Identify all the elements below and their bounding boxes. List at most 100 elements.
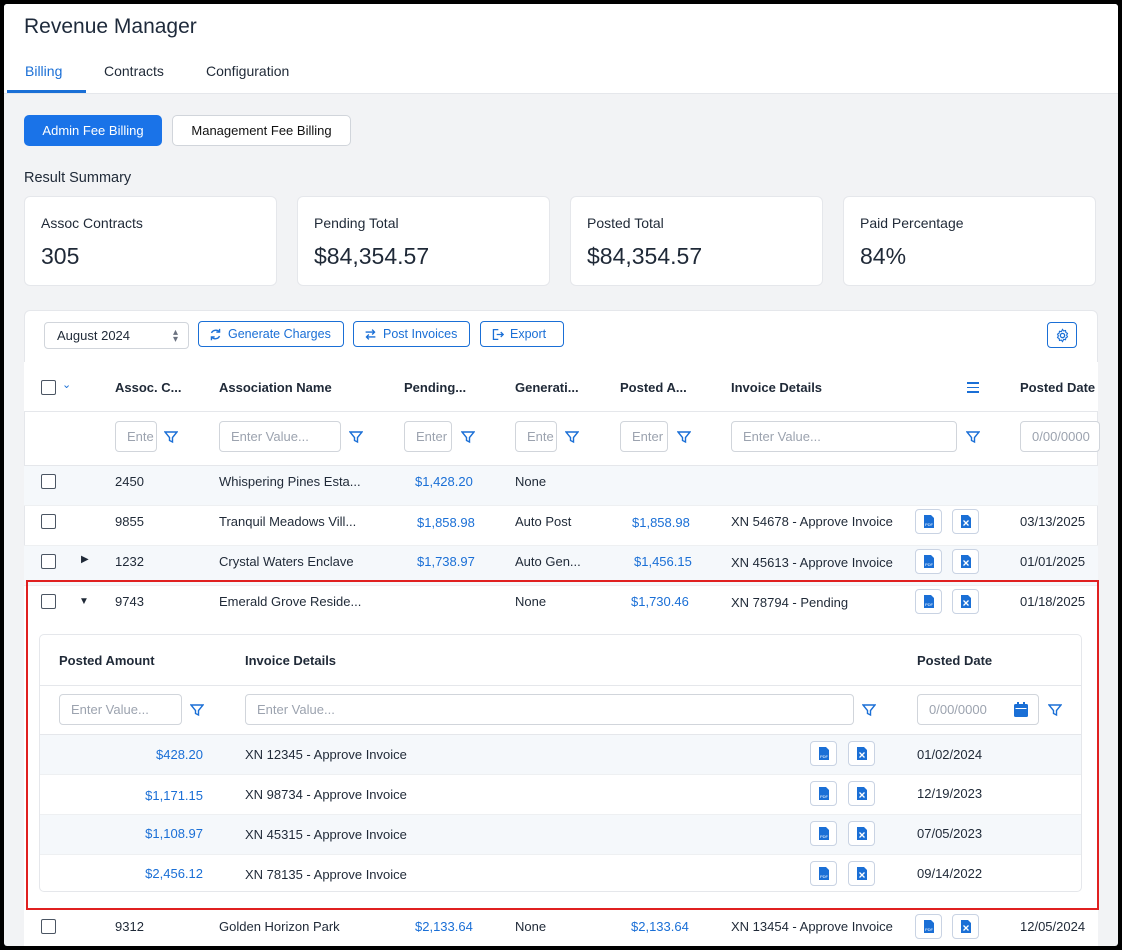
sub-table-row[interactable] xyxy=(40,775,1081,815)
pdf-download-button[interactable]: PDF xyxy=(810,741,837,766)
chevron-down-icon[interactable]: ⌄ xyxy=(62,379,72,391)
col-pending[interactable]: Pending... xyxy=(404,380,467,395)
settings-button[interactable] xyxy=(1047,322,1077,348)
filter-icon[interactable] xyxy=(190,703,204,717)
subfilter-input-invoice[interactable]: Enter Value... xyxy=(245,694,854,725)
cell-pending-amount[interactable]: $1,738.97 xyxy=(417,554,475,569)
excel-file-icon xyxy=(960,515,971,528)
col-generation[interactable]: Generati... xyxy=(515,380,579,395)
column-menu-icon[interactable] xyxy=(967,380,979,393)
col-posted-date[interactable]: Posted Date xyxy=(1020,380,1096,395)
filter-icon[interactable] xyxy=(862,703,876,717)
filter-icon[interactable] xyxy=(966,430,980,444)
row-checkbox[interactable] xyxy=(41,474,56,489)
filter-input-invoice[interactable]: Enter Value... xyxy=(731,421,957,452)
cell-pending-amount[interactable]: $1,428.20 xyxy=(415,474,473,489)
subcol-posted-date[interactable]: Posted Date xyxy=(917,653,993,668)
tab-configuration[interactable]: Configuration xyxy=(206,63,290,79)
row-checkbox[interactable] xyxy=(41,554,56,569)
cell-invoice-details: XN 78794 - Pending xyxy=(731,595,849,610)
cell-posted-amount[interactable]: $1,730.46 xyxy=(631,594,689,609)
excel-file-icon xyxy=(856,787,867,800)
month-select[interactable]: August 2024 ▴ ▾ xyxy=(44,322,189,349)
summary-card-posted-total: Posted Total $84,354.57 xyxy=(570,196,823,286)
pdf-file-icon: PDF xyxy=(818,867,829,880)
admin-fee-billing-button[interactable]: Admin Fee Billing xyxy=(24,115,162,146)
cell-posted-amount[interactable]: $1,456.15 xyxy=(634,554,692,569)
subfilter-date-value: 0/00/0000 xyxy=(929,702,987,717)
excel-download-button[interactable] xyxy=(952,589,979,614)
cell-posted-date: 12/05/2024 xyxy=(1020,919,1086,934)
post-invoices-button[interactable]: Post Invoices xyxy=(353,321,470,347)
row-checkbox[interactable] xyxy=(41,514,56,529)
filter-input-posted[interactable]: Enter xyxy=(620,421,668,452)
filter-icon[interactable] xyxy=(1048,703,1062,717)
excel-download-button[interactable] xyxy=(952,914,979,939)
expand-caret-right-icon[interactable]: ▶ xyxy=(81,554,89,565)
col-association-name[interactable]: Association Name xyxy=(219,380,332,395)
calendar-icon[interactable] xyxy=(1014,702,1028,717)
filter-input-date[interactable]: 0/00/0000 xyxy=(1020,421,1100,452)
pdf-download-button[interactable]: PDF xyxy=(810,821,837,846)
subfilter-input-date[interactable]: 0/00/0000 xyxy=(917,694,1039,725)
select-all-checkbox[interactable] xyxy=(41,380,56,395)
subcol-invoice-details[interactable]: Invoice Details xyxy=(245,653,337,668)
export-button[interactable]: Export xyxy=(480,321,564,347)
col-posted-amount[interactable]: Posted A... xyxy=(620,380,687,395)
pdf-download-button[interactable]: PDF xyxy=(915,509,942,534)
table-row[interactable] xyxy=(24,506,1098,546)
pdf-file-icon: PDF xyxy=(818,827,829,840)
col-assoc-code[interactable]: Assoc. C... xyxy=(115,380,182,395)
cell-posted-amount[interactable]: $2,133.64 xyxy=(631,919,689,934)
sub-cell-amount[interactable]: $428.20 xyxy=(156,747,203,762)
excel-file-icon xyxy=(960,595,971,608)
cell-pending-amount[interactable]: $2,133.64 xyxy=(415,919,473,934)
excel-download-button[interactable] xyxy=(848,741,875,766)
row-checkbox[interactable] xyxy=(41,919,56,934)
cell-pending-amount[interactable]: $1,858.98 xyxy=(417,515,475,530)
filter-icon[interactable] xyxy=(565,430,579,444)
sub-table-row[interactable] xyxy=(40,735,1081,775)
pdf-download-button[interactable]: PDF xyxy=(915,589,942,614)
sub-table-row[interactable] xyxy=(40,815,1081,855)
tab-contracts[interactable]: Contracts xyxy=(104,63,164,79)
pdf-download-button[interactable]: PDF xyxy=(915,914,942,939)
filter-input-pending[interactable]: Enter xyxy=(404,421,452,452)
filter-icon[interactable] xyxy=(164,430,178,444)
filter-icon[interactable] xyxy=(461,430,475,444)
cell-posted-amount[interactable]: $1,858.98 xyxy=(632,515,690,530)
excel-file-icon xyxy=(960,555,971,568)
pdf-download-button[interactable]: PDF xyxy=(915,549,942,574)
swap-arrows-icon xyxy=(365,328,376,340)
pdf-download-button[interactable]: PDF xyxy=(810,781,837,806)
excel-download-button[interactable] xyxy=(848,821,875,846)
row-checkbox[interactable] xyxy=(41,594,56,609)
filter-input-name[interactable]: Enter Value... xyxy=(219,421,341,452)
excel-file-icon xyxy=(960,920,971,933)
cell-assoc-code: 9743 xyxy=(115,594,144,609)
cell-invoice-details: XN 54678 - Approve Invoice xyxy=(731,514,893,529)
subfilter-input-amount[interactable]: Enter Value... xyxy=(59,694,182,725)
filter-icon[interactable] xyxy=(349,430,363,444)
excel-download-button[interactable] xyxy=(848,781,875,806)
card-value: $84,354.57 xyxy=(314,243,430,269)
filter-icon[interactable] xyxy=(677,430,691,444)
excel-download-button[interactable] xyxy=(952,549,979,574)
sub-cell-amount[interactable]: $1,171.15 xyxy=(145,788,203,803)
month-select-value: August 2024 xyxy=(57,328,131,343)
excel-download-button[interactable] xyxy=(848,861,875,886)
subcol-posted-amount[interactable]: Posted Amount xyxy=(59,653,155,668)
col-invoice-details[interactable]: Invoice Details xyxy=(731,380,823,395)
tab-billing[interactable]: Billing xyxy=(25,63,63,79)
generate-charges-button[interactable]: Generate Charges xyxy=(198,321,344,347)
filter-input-generation[interactable]: Ente xyxy=(515,421,557,452)
table-row[interactable] xyxy=(24,466,1098,506)
sub-cell-amount[interactable]: $2,456.12 xyxy=(145,866,203,881)
pdf-download-button[interactable]: PDF xyxy=(810,861,837,886)
sub-cell-amount[interactable]: $1,108.97 xyxy=(145,826,203,841)
expand-caret-down-icon[interactable]: ▼ xyxy=(79,596,89,607)
excel-download-button[interactable] xyxy=(952,509,979,534)
filter-input-assoc[interactable]: Ente xyxy=(115,421,157,452)
generate-charges-label: Generate Charges xyxy=(228,327,331,341)
management-fee-billing-button[interactable]: Management Fee Billing xyxy=(172,115,351,146)
